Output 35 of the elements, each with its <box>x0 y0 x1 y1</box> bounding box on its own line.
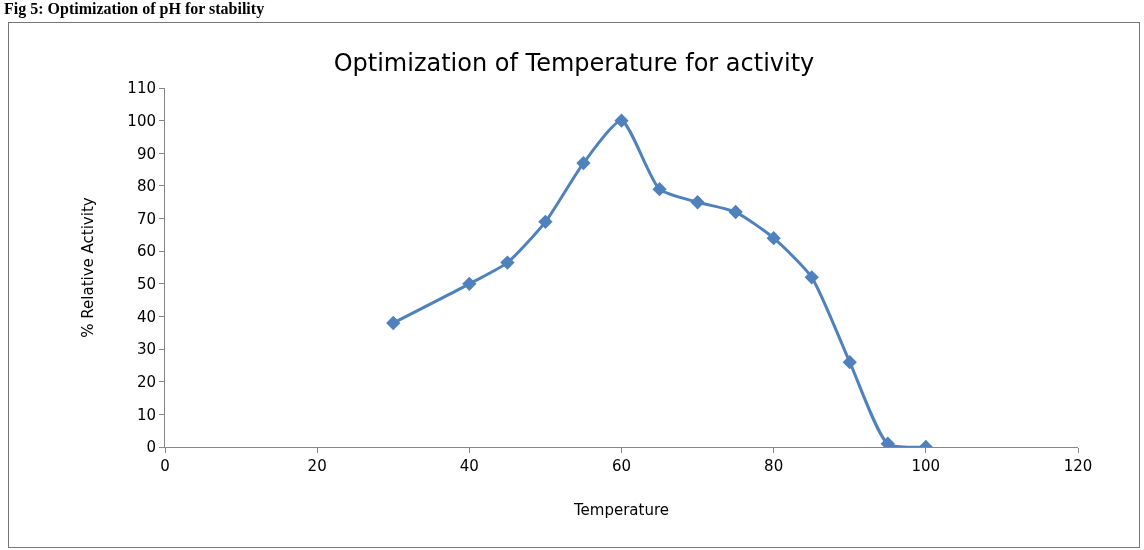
y-tick-label: 60 <box>136 242 156 261</box>
x-tick-label: 120 <box>1063 457 1093 475</box>
y-tick-label: 0 <box>146 438 156 457</box>
chart-title: Optimization of Temperature for activity <box>333 49 815 78</box>
x-tick-label: 80 <box>764 457 784 475</box>
x-tick-label: 100 <box>911 457 941 475</box>
point <box>842 355 857 370</box>
point <box>500 255 515 270</box>
y-tick-label: 90 <box>136 144 156 163</box>
y-tick-label: 30 <box>136 340 156 359</box>
y-tick-label: 80 <box>136 177 156 196</box>
y-tick-label: 10 <box>136 405 156 424</box>
caption: Fig 5: Optimization of pH for stability <box>4 0 265 18</box>
point <box>614 113 629 128</box>
x-tick-label: 20 <box>307 457 327 475</box>
y-tick-label: 20 <box>136 372 156 391</box>
y-axis-title: % Relative Activity <box>78 197 97 338</box>
point <box>462 276 477 291</box>
point <box>766 230 781 246</box>
x-tick-label: 0 <box>160 457 170 475</box>
x-tick-label: 60 <box>611 457 632 475</box>
point <box>652 182 667 197</box>
x-axis-title: Temperature <box>572 501 670 519</box>
y-tick-label: 40 <box>136 307 156 326</box>
point <box>576 155 591 171</box>
point <box>728 204 743 220</box>
x-tick-label: 40 <box>459 457 479 475</box>
y-tick-label: 70 <box>136 209 156 228</box>
point <box>690 195 705 210</box>
y-tick-label: 100 <box>127 111 156 130</box>
point <box>386 315 401 331</box>
y-tick-label: 50 <box>136 275 156 294</box>
point <box>804 270 819 285</box>
y-tick-label: 110 <box>127 79 156 98</box>
point <box>538 214 553 229</box>
